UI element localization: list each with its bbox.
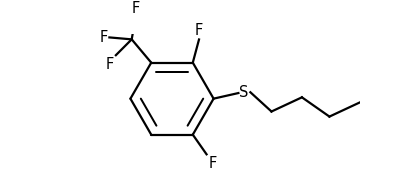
Text: F: F — [132, 1, 140, 16]
Text: F: F — [100, 30, 108, 45]
Text: F: F — [106, 57, 114, 72]
Text: S: S — [239, 85, 249, 100]
Text: F: F — [208, 156, 216, 171]
Text: F: F — [195, 23, 203, 38]
